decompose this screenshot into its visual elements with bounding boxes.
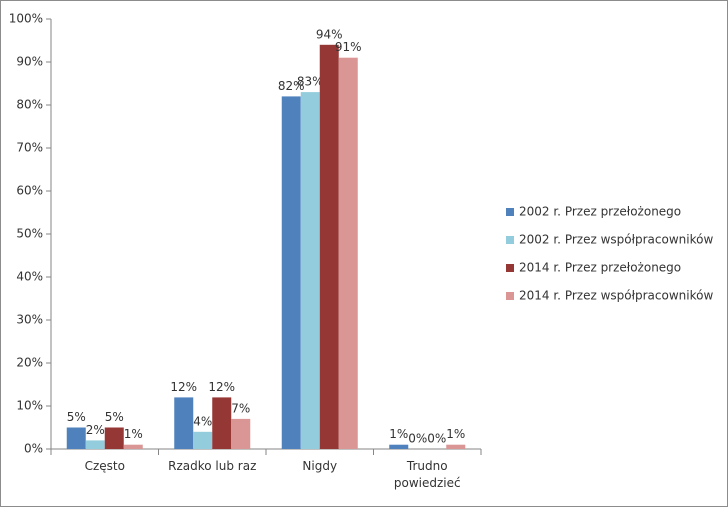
- value-label: 12%: [208, 380, 235, 394]
- value-label: 7%: [231, 401, 250, 415]
- y-tick-label: 60%: [16, 184, 43, 198]
- legend-swatch: [506, 264, 514, 272]
- bar: [319, 44, 339, 450]
- value-label: 0%: [408, 432, 427, 446]
- value-label: 91%: [335, 40, 362, 54]
- bar: [300, 92, 320, 449]
- value-label: 83%: [297, 75, 324, 89]
- legend-label: 2002 r. Przez przełożonego: [519, 205, 681, 219]
- y-tick-label: 20%: [16, 356, 43, 370]
- y-tick-label: 80%: [16, 98, 43, 112]
- value-label: 2%: [86, 423, 105, 437]
- legend-label: 2014 r. Przez współpracowników: [519, 289, 713, 303]
- x-tick-label: Często: [84, 459, 125, 473]
- bar: [389, 444, 409, 449]
- bar: [231, 418, 251, 449]
- value-label: 0%: [427, 432, 446, 446]
- legend-label: 2002 r. Przez współpracowników: [519, 233, 713, 247]
- y-tick-label: 0%: [24, 442, 43, 456]
- y-tick-label: 70%: [16, 141, 43, 155]
- bar: [338, 57, 358, 449]
- bar: [193, 431, 213, 449]
- legend-swatch: [506, 236, 514, 244]
- legend-swatch: [506, 292, 514, 300]
- bar: [281, 96, 301, 450]
- bar: [446, 444, 466, 449]
- x-tick-label: Rzadko lub raz: [168, 459, 257, 473]
- bar: [212, 397, 232, 449]
- value-label: 1%: [124, 427, 143, 441]
- y-tick-label: 100%: [9, 12, 43, 26]
- value-label: 5%: [105, 410, 124, 424]
- value-label: 1%: [389, 427, 408, 441]
- legend-swatch: [506, 208, 514, 216]
- x-tick-label: Trudno powiedzieć: [393, 459, 461, 490]
- y-tick-label: 50%: [16, 227, 43, 241]
- legend-label: 2014 r. Przez przełożonego: [519, 261, 681, 275]
- value-label: 94%: [316, 27, 343, 41]
- bar: [85, 440, 105, 449]
- bar: [104, 427, 124, 449]
- value-label: 82%: [278, 79, 305, 93]
- value-label: 1%: [446, 427, 465, 441]
- x-tick-label: Nigdy: [302, 459, 338, 473]
- y-tick-label: 40%: [16, 270, 43, 284]
- bar: [174, 397, 194, 449]
- y-tick-label: 90%: [16, 55, 43, 69]
- value-label: 5%: [67, 410, 86, 424]
- bar: [66, 427, 86, 449]
- value-label: 12%: [170, 380, 197, 394]
- bar: [123, 444, 143, 449]
- y-tick-label: 10%: [16, 399, 43, 413]
- y-tick-label: 30%: [16, 313, 43, 327]
- value-label: 4%: [193, 414, 212, 428]
